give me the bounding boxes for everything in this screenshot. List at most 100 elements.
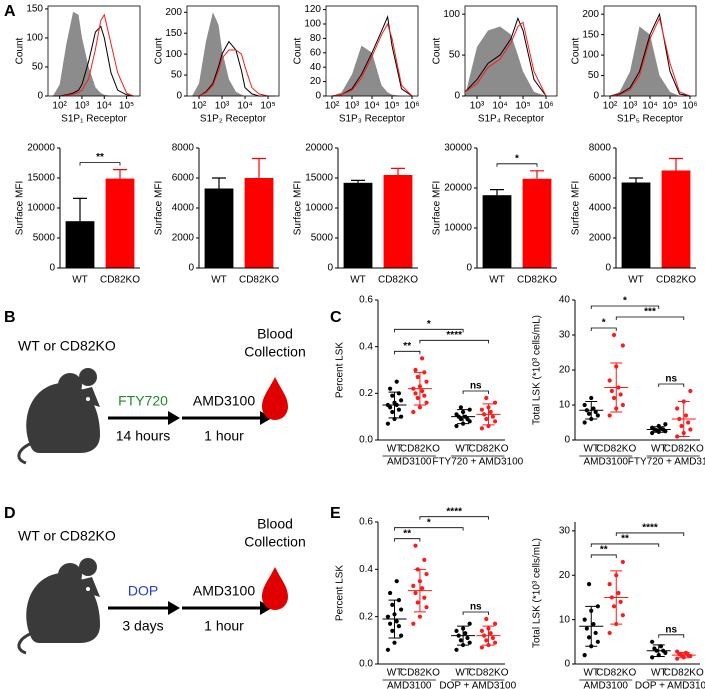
data-point xyxy=(390,409,395,415)
x-tick-label: WT xyxy=(628,275,644,286)
bar xyxy=(343,182,373,268)
group-label: AMD3100 xyxy=(584,681,629,689)
sd-bar xyxy=(388,391,401,419)
bar xyxy=(204,188,234,268)
y-tick-label: 30 xyxy=(559,526,571,537)
x-tick-label: 10⁵ xyxy=(384,101,399,112)
significance-bracket xyxy=(496,163,538,167)
x-tick-label: 10⁴ xyxy=(364,101,379,112)
data-point xyxy=(422,393,427,398)
data-point xyxy=(616,590,621,596)
data-point xyxy=(582,420,587,425)
x-tick-label: CD82KO xyxy=(400,668,440,679)
sd-bar xyxy=(610,570,623,625)
y-tick-label: 50 xyxy=(588,70,600,81)
data-point xyxy=(582,653,587,658)
y-tick-label: 20 xyxy=(310,76,322,87)
data-point xyxy=(593,409,598,415)
data-point xyxy=(413,543,418,548)
x-tick-label: WT xyxy=(387,444,403,455)
significance-bracket xyxy=(462,390,489,394)
data-point xyxy=(620,402,625,408)
data-point xyxy=(424,379,429,384)
data-point xyxy=(484,395,489,401)
group-label: DOP + AMD3100 xyxy=(439,681,516,689)
y-axis-label: Count xyxy=(293,37,304,64)
data-point xyxy=(454,647,459,652)
significance-bracket xyxy=(615,316,685,320)
y-tick-label: 0.2 xyxy=(359,388,373,399)
data-point xyxy=(492,621,498,626)
data-point xyxy=(591,621,596,627)
x-axis-label: S1P₃ Receptor xyxy=(339,114,406,125)
data-point xyxy=(586,635,592,640)
data-point xyxy=(467,407,472,412)
data-point xyxy=(488,631,493,636)
y-axis-label: Count xyxy=(571,37,582,64)
data-point xyxy=(595,413,600,418)
sd-bar xyxy=(652,426,665,433)
data-point xyxy=(688,427,693,432)
histogram-line xyxy=(52,13,134,97)
bar xyxy=(661,170,691,268)
x-tick-label: WT xyxy=(387,668,403,679)
significance-bracket xyxy=(658,634,685,638)
significance-bracket xyxy=(590,554,617,558)
sd-bar xyxy=(413,371,426,406)
y-tick-label: 10 xyxy=(559,614,571,625)
plot-frame xyxy=(186,5,280,97)
panel-label: D xyxy=(4,505,16,522)
data-point xyxy=(413,367,418,373)
x-axis-label: S1P₁ Receptor xyxy=(61,114,127,125)
data-point xyxy=(611,395,617,401)
sd-bar xyxy=(457,409,470,425)
drug-time: 1 hour xyxy=(204,428,244,444)
y-tick-label: 0.0 xyxy=(359,659,373,670)
y-tick-label: 10000 xyxy=(305,203,333,214)
group-label: AMD3100 xyxy=(584,457,629,468)
histogram-line xyxy=(609,12,691,97)
x-tick-label: WT xyxy=(651,444,667,455)
data-point xyxy=(388,386,393,391)
data-point xyxy=(492,640,498,645)
y-tick-label: 0.0 xyxy=(359,435,373,446)
y-tick-label: 50 xyxy=(32,62,44,73)
y-tick-label: 100 xyxy=(582,50,599,61)
data-point xyxy=(390,393,395,398)
y-tick-label: 40 xyxy=(559,295,571,306)
protocol-diagram: WT or CD82KO FTY720 14 hours AMD3100 1 h… xyxy=(17,326,306,465)
data-point xyxy=(675,649,680,654)
x-tick-label: 10⁵ xyxy=(119,101,134,112)
histogram-line xyxy=(464,21,547,97)
axis xyxy=(377,522,505,665)
data-point xyxy=(607,413,612,418)
error-bar xyxy=(113,169,127,179)
significance-bracket xyxy=(394,527,464,531)
bar xyxy=(522,178,552,268)
histogram-area xyxy=(465,26,546,96)
y-tick-label: 150 xyxy=(582,29,599,40)
data-point xyxy=(650,639,655,644)
data-point xyxy=(586,411,592,416)
data-point xyxy=(411,583,416,589)
y-tick-label: 0 xyxy=(327,263,333,274)
data-point xyxy=(385,614,391,619)
x-tick-label: 10⁴ xyxy=(97,101,112,112)
y-tick-label: 30 xyxy=(559,330,571,341)
y-tick-label: 8000 xyxy=(589,143,612,154)
y-tick-label: 60 xyxy=(310,47,322,58)
y-tick-label: 0.2 xyxy=(359,611,373,622)
data-point xyxy=(424,571,429,577)
y-tick-label: 100 xyxy=(165,49,182,60)
significance-bracket xyxy=(419,339,489,344)
x-axis-label: S1P₅ Receptor xyxy=(617,114,684,125)
y-tick-label: 0.6 xyxy=(359,517,373,528)
x-tick-label: WT xyxy=(350,275,366,286)
data-point xyxy=(417,614,423,619)
histogram-area xyxy=(192,12,275,96)
data-point xyxy=(424,605,429,610)
endpoint-label: Collection xyxy=(244,534,305,550)
histogram-area xyxy=(52,11,134,96)
data-point xyxy=(422,557,427,562)
x-tick-label: CD82KO xyxy=(517,275,557,286)
